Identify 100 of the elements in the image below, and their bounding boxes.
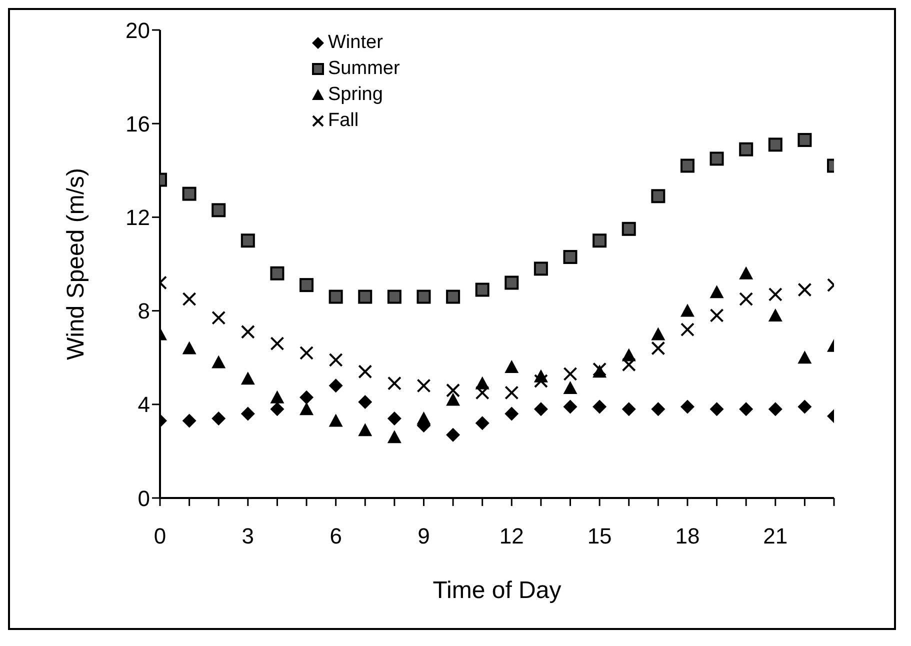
point <box>328 414 343 427</box>
point <box>768 402 782 416</box>
point <box>768 308 782 322</box>
point <box>651 341 666 356</box>
point <box>592 362 607 376</box>
point <box>240 372 255 385</box>
point <box>563 400 578 414</box>
point <box>534 402 548 416</box>
y-tick-label: 4 <box>138 392 150 418</box>
legend-label: Winter <box>328 32 383 54</box>
point <box>328 352 343 367</box>
point <box>651 402 666 416</box>
point <box>182 292 196 306</box>
point <box>563 366 578 381</box>
point <box>387 376 402 390</box>
point <box>563 250 578 264</box>
x-tick-label: 21 <box>763 524 788 549</box>
legend-label: Spring <box>328 84 383 106</box>
point <box>563 381 578 394</box>
point <box>416 290 431 304</box>
x-tick-label: 12 <box>499 524 524 549</box>
point <box>592 400 607 414</box>
point <box>300 402 314 416</box>
point <box>534 262 548 276</box>
point <box>358 290 372 304</box>
x-tick-label: 6 <box>330 524 342 549</box>
point <box>328 290 343 304</box>
point <box>270 402 284 416</box>
point <box>768 287 782 302</box>
point <box>300 390 314 404</box>
legend-label: Summer <box>328 58 400 80</box>
point <box>622 402 636 416</box>
point <box>798 350 812 364</box>
point <box>328 378 343 393</box>
point <box>680 304 694 317</box>
point <box>270 336 284 351</box>
x-tick-label: 0 <box>154 524 166 549</box>
point <box>475 386 490 400</box>
point <box>798 400 812 414</box>
point <box>240 234 255 248</box>
point <box>212 310 226 325</box>
point <box>212 411 226 426</box>
point <box>739 292 754 306</box>
point <box>651 189 666 204</box>
point <box>680 400 694 414</box>
point <box>651 327 666 340</box>
point <box>504 360 519 373</box>
x-tick-label: 3 <box>242 524 254 549</box>
point <box>710 152 724 166</box>
point <box>475 416 490 430</box>
point <box>739 402 754 416</box>
point <box>739 142 754 156</box>
point <box>358 423 372 436</box>
point <box>270 390 284 404</box>
point <box>622 222 636 236</box>
point <box>534 374 548 388</box>
x-tick-label: 15 <box>587 524 612 549</box>
point <box>798 282 812 297</box>
point <box>358 364 372 379</box>
point <box>622 358 636 372</box>
point <box>446 392 460 406</box>
point <box>739 266 754 280</box>
y-tick-label: 0 <box>138 486 150 511</box>
y-tick-label: 8 <box>138 298 150 324</box>
x-tick-label: 9 <box>418 524 430 549</box>
point <box>182 414 196 428</box>
point <box>387 430 402 444</box>
point <box>710 285 724 298</box>
point <box>416 378 431 393</box>
point <box>446 290 460 304</box>
point <box>300 346 314 360</box>
point <box>446 383 460 398</box>
point <box>710 402 724 416</box>
point <box>504 406 519 421</box>
point <box>680 322 694 337</box>
point <box>212 203 226 218</box>
point <box>182 186 196 201</box>
x-axis-title: Time of Day <box>432 577 562 604</box>
point <box>358 395 372 410</box>
point <box>768 138 782 152</box>
point <box>446 428 460 442</box>
point <box>504 276 519 290</box>
point <box>592 234 607 248</box>
point <box>270 266 284 280</box>
point <box>300 278 314 292</box>
y-tick-label: 12 <box>126 205 150 230</box>
point <box>710 308 724 322</box>
point <box>680 158 694 173</box>
point <box>240 324 255 339</box>
point <box>387 411 402 426</box>
point <box>212 355 226 368</box>
point <box>387 290 402 304</box>
y-tick-label: 16 <box>126 111 150 136</box>
y-axis-title: Wind Speed (m/s) <box>62 168 90 360</box>
point <box>182 341 196 354</box>
point <box>416 411 431 424</box>
point <box>504 386 519 400</box>
legend-label: Fall <box>328 110 359 132</box>
point <box>798 132 812 147</box>
point <box>240 406 255 421</box>
